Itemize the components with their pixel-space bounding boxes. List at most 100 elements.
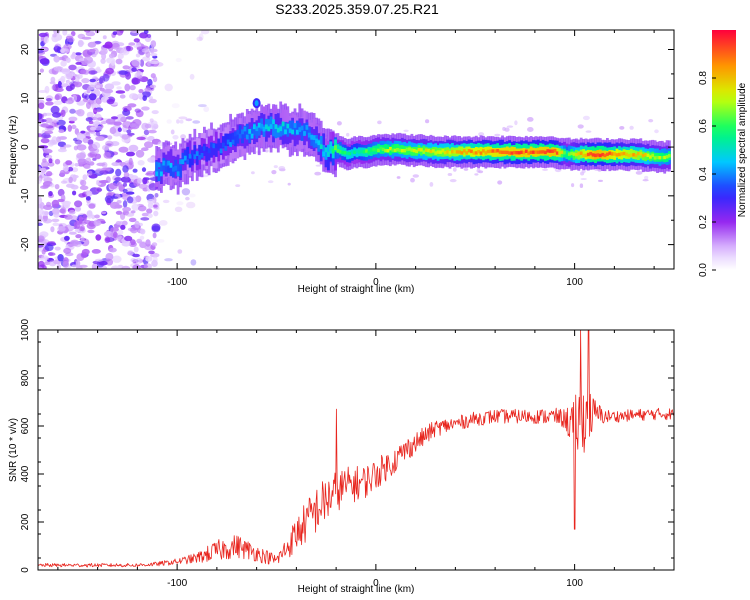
signal-cell bbox=[367, 150, 371, 155]
noise-blob bbox=[95, 85, 101, 89]
signal-cell bbox=[460, 151, 464, 155]
signal-cell bbox=[434, 151, 438, 155]
noise-blob bbox=[494, 133, 501, 137]
signal-cell bbox=[355, 149, 359, 154]
noise-blob bbox=[76, 144, 87, 151]
noise-blob bbox=[148, 213, 153, 219]
noise-blob bbox=[178, 116, 188, 120]
noise-blob bbox=[93, 109, 102, 113]
noise-blob bbox=[51, 218, 60, 223]
noise-blob bbox=[118, 70, 128, 75]
noise-blob bbox=[88, 48, 96, 53]
signal-cell bbox=[563, 151, 566, 155]
signal-cell bbox=[236, 131, 240, 144]
noise-blob bbox=[506, 125, 514, 128]
noise-blob bbox=[128, 42, 136, 46]
noise-blob bbox=[135, 149, 145, 158]
spectrogram-xlabel: Height of straight line (km) bbox=[298, 284, 415, 295]
noise-blob bbox=[137, 93, 144, 100]
noise-blob bbox=[111, 81, 121, 86]
signal-cell bbox=[255, 126, 259, 132]
noise-blob bbox=[93, 113, 102, 121]
signal-cell bbox=[358, 150, 361, 154]
noise-blob bbox=[58, 129, 65, 134]
signal-cell bbox=[403, 149, 407, 153]
noise-blob bbox=[89, 126, 97, 131]
signal-cell bbox=[191, 153, 194, 166]
noise-blob bbox=[83, 164, 91, 169]
signal-cell bbox=[236, 129, 240, 135]
noise-blob bbox=[174, 206, 183, 212]
noise-blob bbox=[121, 134, 129, 140]
noise-blob bbox=[42, 184, 50, 188]
signal-cell bbox=[577, 150, 581, 160]
signal-cell bbox=[317, 140, 321, 146]
noise-blob bbox=[52, 112, 62, 118]
noise-blob bbox=[137, 205, 147, 212]
noise-blob bbox=[62, 30, 68, 36]
signal-cell bbox=[477, 150, 480, 154]
signal-cell bbox=[365, 149, 368, 153]
noise-blob bbox=[122, 121, 133, 129]
signal-cell bbox=[319, 139, 323, 162]
signal-cell bbox=[658, 156, 662, 160]
noise-blob bbox=[42, 218, 53, 224]
signal-cell bbox=[410, 148, 414, 152]
signal-cell bbox=[200, 153, 204, 158]
noise-blob bbox=[145, 239, 151, 247]
colorbar: 0.0 0.2 0.4 0.6 0.8 Normalized spectral ampl… bbox=[698, 30, 748, 277]
noise-blob bbox=[60, 75, 66, 83]
noise-blob bbox=[117, 229, 124, 235]
signal-cell bbox=[634, 153, 638, 158]
y-tick-label: 0 bbox=[20, 144, 31, 150]
noise-blob bbox=[85, 157, 92, 164]
noise-blob bbox=[95, 136, 105, 141]
x-tick-label: 0 bbox=[373, 578, 379, 589]
signal-cell bbox=[229, 142, 232, 147]
signal-cell bbox=[460, 146, 464, 156]
noise-blob bbox=[52, 83, 59, 92]
signal-cell bbox=[467, 149, 471, 153]
noise-blob bbox=[148, 98, 157, 104]
signal-cell bbox=[513, 150, 516, 155]
noise-blob bbox=[68, 64, 77, 71]
noise-blob bbox=[447, 173, 453, 176]
noise-blob bbox=[171, 103, 180, 109]
noise-blob bbox=[141, 167, 147, 172]
signal-cell bbox=[381, 147, 385, 152]
noise-blob bbox=[463, 168, 469, 171]
noise-blob bbox=[112, 31, 118, 36]
noise-blob bbox=[57, 254, 64, 262]
signal-cell bbox=[589, 152, 593, 156]
signal-cell bbox=[443, 151, 447, 155]
signal-cell bbox=[496, 149, 500, 153]
noise-blob bbox=[107, 135, 113, 140]
noise-blob bbox=[147, 129, 157, 134]
signal-cell bbox=[398, 148, 402, 152]
signal-cell bbox=[167, 160, 170, 166]
signal-cell bbox=[281, 123, 285, 136]
noise-blob bbox=[77, 39, 84, 48]
signal-cell bbox=[205, 146, 209, 152]
noise-blob bbox=[138, 183, 148, 189]
noise-blob bbox=[102, 144, 110, 151]
noise-blob bbox=[82, 214, 88, 221]
noise-blob bbox=[50, 226, 55, 233]
noise-blob bbox=[71, 94, 78, 102]
noise-blob bbox=[68, 209, 76, 215]
noise-blob bbox=[82, 137, 89, 144]
noise-blob bbox=[100, 58, 106, 64]
noise-blob bbox=[278, 166, 286, 171]
x-tick-label: 100 bbox=[566, 578, 583, 589]
noise-blob bbox=[106, 98, 115, 105]
noise-blob bbox=[132, 264, 141, 269]
signal-cell bbox=[465, 151, 469, 155]
signal-cell bbox=[389, 146, 392, 155]
noise-blob bbox=[44, 211, 50, 215]
noise-blob bbox=[130, 30, 140, 33]
signal-cell bbox=[577, 151, 581, 156]
signal-cell bbox=[303, 131, 306, 136]
noise-blob bbox=[585, 130, 592, 133]
signal-cell bbox=[200, 146, 204, 159]
